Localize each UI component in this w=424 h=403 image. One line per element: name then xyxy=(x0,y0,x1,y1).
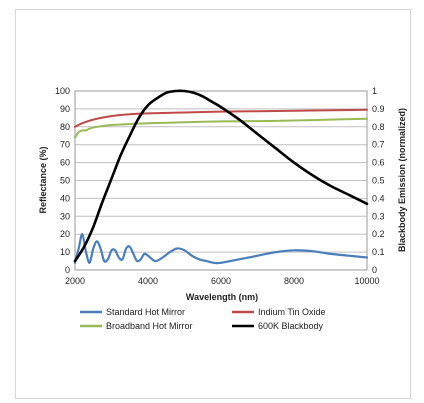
y-right-tick-label: 1 xyxy=(372,86,377,96)
plot-area xyxy=(74,90,368,271)
legend-label-broadband-hot-mirror: Broadband Hot Mirror xyxy=(106,321,193,331)
y-left-tick-label: 80 xyxy=(60,122,70,132)
legend-label-standard-hot-mirror: Standard Hot Mirror xyxy=(106,307,185,317)
y-right-tick-label: 0.9 xyxy=(372,104,385,114)
y-axis-title-right: Blackbody Emission (normalized) xyxy=(397,108,407,252)
legend: Standard Hot Mirror Indium Tin Oxide Broad… xyxy=(80,307,326,331)
grid xyxy=(74,90,368,271)
y-left-tick-label: 100 xyxy=(55,86,70,96)
y-right-tick-label: 0.2 xyxy=(372,229,385,239)
legend-label-indium-tin-oxide: Indium Tin Oxide xyxy=(258,307,326,317)
y-left-tick-label: 60 xyxy=(60,158,70,168)
y-right-tick-label: 0.3 xyxy=(372,211,385,221)
y-right-tick-label: 0 xyxy=(372,265,377,275)
y-left-tick-label: 10 xyxy=(60,247,70,257)
series-layer xyxy=(73,89,369,265)
y-left-tick-label: 0 xyxy=(65,265,70,275)
y-left-tick-label: 90 xyxy=(60,104,70,114)
series-line-600k-blackbody xyxy=(73,89,369,263)
y-axis-title-left: Reflectance (%) xyxy=(38,146,48,213)
y-left-tick-label: 20 xyxy=(60,229,70,239)
x-axis-title: Wavelength (nm) xyxy=(186,292,258,302)
chart-frame xyxy=(15,9,411,399)
x-tick-label: 10000 xyxy=(354,276,379,286)
ticks: 0 10 20 30 40 50 60 70 80 90 100 0 0.1 0.2 0.3 0.4 0.5 0.… xyxy=(55,86,385,286)
x-tick-label: 8000 xyxy=(284,276,304,286)
y-left-tick-label: 40 xyxy=(60,193,70,203)
y-left-tick-label: 50 xyxy=(60,176,70,186)
y-right-tick-label: 0.4 xyxy=(372,193,385,203)
x-tick-label: 2000 xyxy=(65,276,85,286)
series-line-indium-tin-oxide xyxy=(74,108,368,128)
y-right-tick-label: 0.8 xyxy=(372,122,385,132)
y-right-tick-label: 0.6 xyxy=(372,158,385,168)
y-left-tick-label: 30 xyxy=(60,211,70,221)
y-right-tick-label: 0.7 xyxy=(372,140,385,150)
series-line-standard-hot-mirror xyxy=(73,233,369,265)
y-left-tick-label: 70 xyxy=(60,140,70,150)
series-line-broadband-hot-mirror xyxy=(74,117,368,139)
y-right-tick-label: 0.1 xyxy=(372,247,385,257)
x-tick-label: 4000 xyxy=(138,276,158,286)
x-tick-label: 6000 xyxy=(211,276,231,286)
y-right-tick-label: 0.5 xyxy=(372,176,385,186)
legend-label-600k-blackbody: 600K Blackbody xyxy=(258,321,324,331)
